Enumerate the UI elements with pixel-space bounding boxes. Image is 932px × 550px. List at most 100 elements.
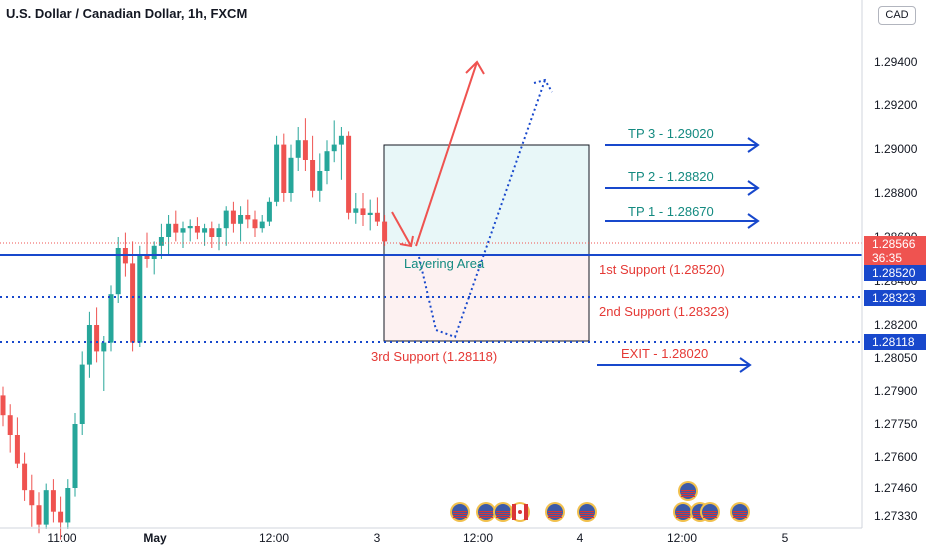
candle-32: [230, 201, 236, 233]
level-box-1: [864, 265, 926, 281]
candle-body: [65, 488, 71, 523]
candle-26: [187, 219, 193, 242]
y-tick-label: 1.28050: [874, 351, 918, 365]
candle-14: [101, 336, 107, 391]
x-tick-label: 4: [577, 531, 584, 545]
support-1-label: 1st Support (1.28520): [599, 262, 725, 277]
candle-body: [79, 364, 85, 424]
candle-body: [317, 171, 323, 191]
candle-1: [7, 404, 13, 453]
candle-52: [374, 197, 380, 226]
candle-16: [115, 237, 121, 303]
candle-body: [86, 325, 92, 365]
candle-body: [144, 254, 150, 259]
y-tick-label: 1.27600: [874, 450, 918, 464]
x-tick-label: 12:00: [463, 531, 493, 545]
red-down-arrow: [391, 211, 412, 247]
candle-body: [209, 228, 215, 237]
countdown-value: 36:35: [872, 251, 902, 265]
candles-layer: [0, 118, 388, 540]
candle-body: [310, 160, 316, 191]
us-flag-icon[interactable]: [673, 502, 693, 522]
y-tick-label: 1.28800: [874, 186, 918, 200]
candle-15: [108, 285, 114, 352]
candle-23: [166, 215, 172, 255]
candle-body: [288, 157, 294, 193]
candle-body: [94, 325, 100, 352]
candle-body: [374, 212, 380, 222]
last-price-value: 1.28566: [872, 237, 916, 251]
x-tick-label: 12:00: [259, 531, 289, 545]
layering-area-label: Layering Area: [404, 256, 485, 271]
candle-53: [382, 215, 388, 246]
candle-body: [43, 490, 49, 525]
x-tick-label: 12:00: [667, 531, 697, 545]
level-box-2: [864, 290, 926, 306]
candle-5: [36, 492, 42, 534]
y-tick-label: 1.29000: [874, 142, 918, 156]
us-flag-icon[interactable]: [700, 502, 720, 522]
us-flag-icon[interactable]: [678, 481, 698, 501]
us-flag-icon[interactable]: [730, 502, 750, 522]
us-flag-icon[interactable]: [493, 502, 513, 522]
us-flag-icon[interactable]: [545, 502, 565, 522]
candle-body: [0, 395, 6, 416]
candle-body: [382, 221, 388, 242]
candle-11: [79, 351, 85, 435]
candle-body: [151, 245, 157, 259]
us-flag-icon[interactable]: [476, 502, 496, 522]
canada-flag-icon[interactable]: [510, 502, 530, 522]
candle-body: [274, 144, 280, 202]
candle-22: [158, 223, 164, 259]
candle-42: [302, 118, 308, 171]
candle-body: [50, 490, 56, 512]
x-tick-label: May: [143, 531, 167, 545]
y-tick-label: 1.27460: [874, 481, 918, 495]
support-2-label: 2nd Support (1.28323): [599, 304, 729, 319]
candle-25: [180, 221, 186, 248]
candle-49: [353, 193, 359, 224]
candle-13: [94, 307, 100, 363]
level-boxes: 1.28566 36:35 1.28520 1.28323 1.28118: [864, 236, 926, 350]
candle-body: [14, 435, 20, 464]
candle-39: [281, 133, 287, 202]
candle-47: [338, 127, 344, 180]
candle-46: [331, 120, 337, 163]
candle-body: [346, 135, 352, 213]
candle-9: [65, 479, 71, 529]
candle-body: [230, 210, 236, 224]
annotation-labels: TP 3 - 1.29020 TP 2 - 1.28820 TP 1 - 1.2…: [371, 126, 729, 364]
candle-41: [295, 127, 301, 171]
candle-30: [216, 223, 222, 251]
candle-body: [238, 215, 244, 224]
candle-27: [194, 217, 200, 240]
us-flag-icon[interactable]: [450, 502, 470, 522]
y-tick-label: 1.27330: [874, 509, 918, 523]
candle-29: [209, 221, 215, 248]
candle-3: [22, 452, 28, 501]
currency-badge[interactable]: CAD: [878, 6, 916, 25]
event-flags-layer: [450, 481, 750, 522]
candle-12: [86, 311, 92, 378]
level-box-1-label: 1.28520: [872, 266, 916, 280]
candle-body: [266, 201, 272, 222]
candle-10: [72, 413, 78, 497]
level-box-3-label: 1.28118: [872, 335, 915, 349]
candle-6: [43, 483, 49, 529]
candle-body: [158, 237, 164, 246]
tp1-arrow: [605, 213, 760, 229]
x-tick-label: 5: [782, 531, 789, 545]
candle-body: [173, 223, 179, 233]
candle-body: [108, 294, 114, 343]
candle-45: [324, 140, 330, 185]
candle-body: [367, 212, 373, 215]
candle-body: [353, 208, 359, 213]
candle-48: [346, 131, 352, 220]
x-tick-label: 3: [374, 531, 381, 545]
candle-0: [0, 386, 6, 427]
us-flag-icon[interactable]: [577, 502, 597, 522]
candle-7: [50, 479, 56, 523]
candle-51: [367, 199, 373, 231]
candle-body: [252, 219, 258, 229]
